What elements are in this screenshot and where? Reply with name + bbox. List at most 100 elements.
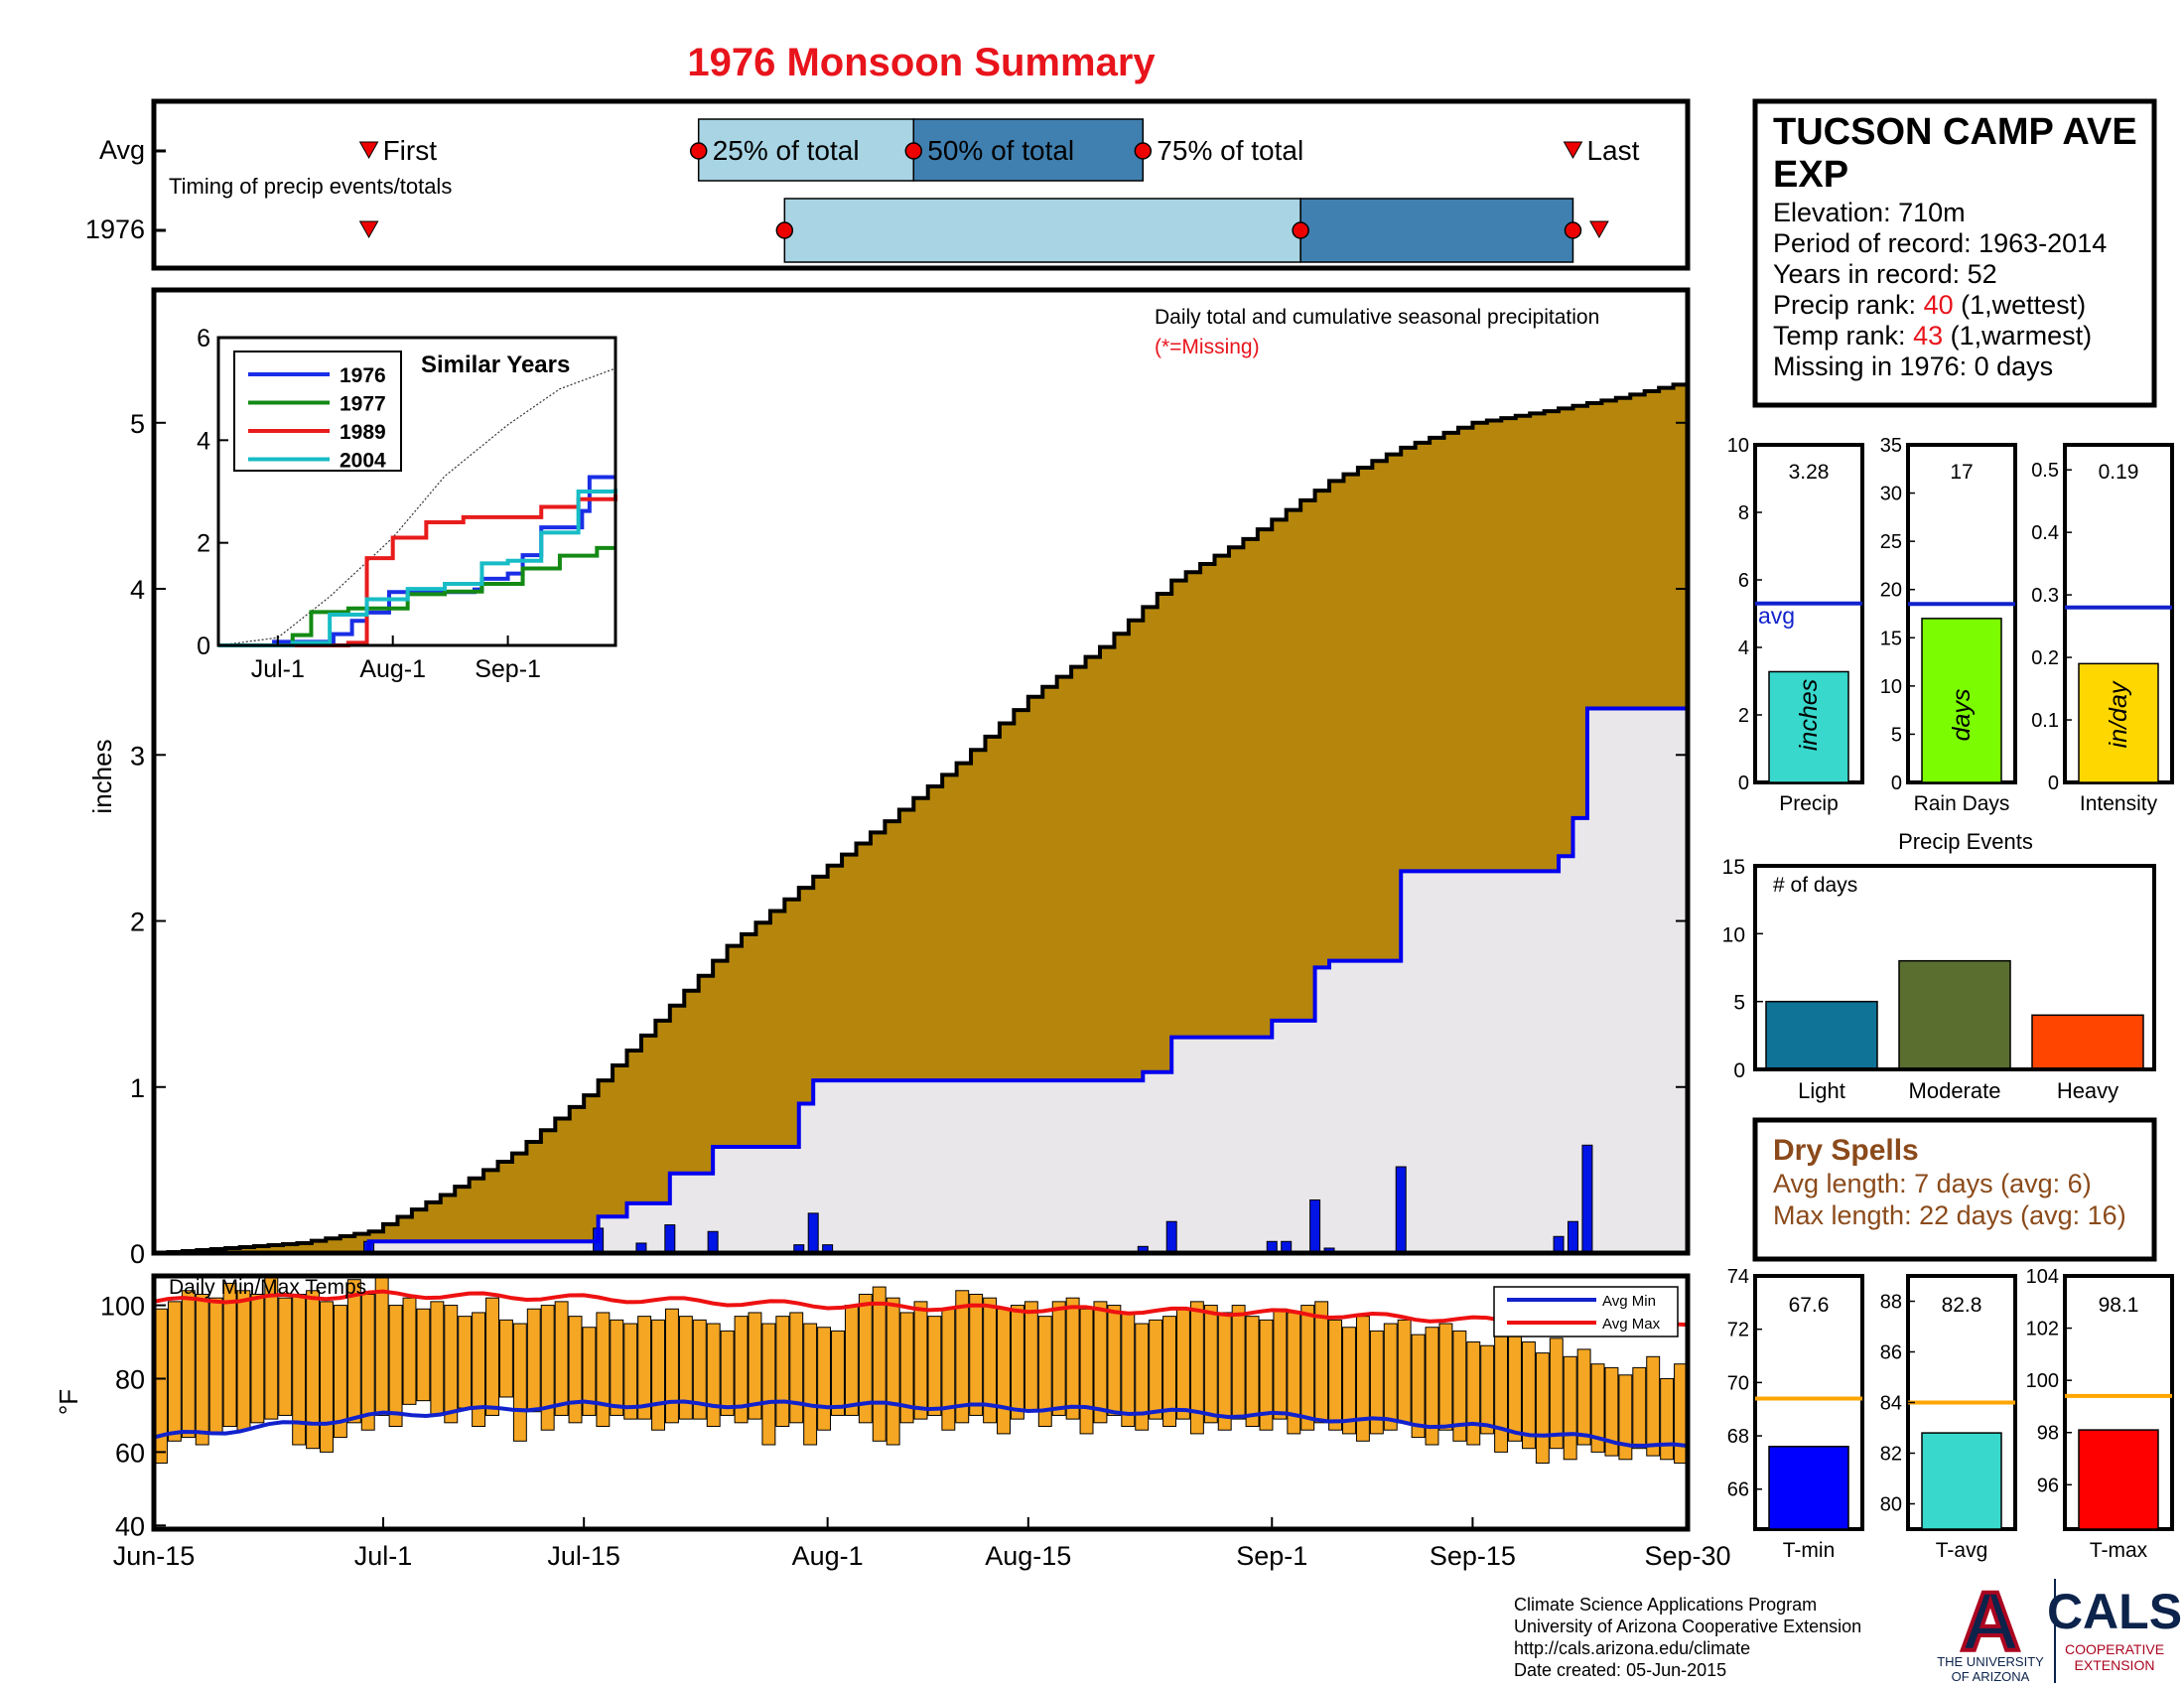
- daily-temp-bar: [899, 1312, 914, 1424]
- daily-temp-bar: [1065, 1297, 1080, 1420]
- daily-temp-bar: [582, 1327, 597, 1416]
- daily-temp-bar: [913, 1301, 928, 1420]
- cals-line2: EXTENSION: [2075, 1657, 2155, 1673]
- events-category-label: Light: [1798, 1078, 1845, 1103]
- precip-panel-ytick-label: 8: [1738, 502, 1749, 524]
- inset-legend-label-2004: 2004: [340, 450, 386, 473]
- precip-events-chart: Precip Events # of days Light Moderate Hea…: [1722, 829, 2156, 1103]
- daily-temp-bar: [333, 1305, 347, 1439]
- daily-temp-bar: [1024, 1301, 1038, 1413]
- precip-panel-label-1: Rain Days: [1914, 792, 2010, 815]
- temps-ytick-label: 40: [115, 1511, 145, 1541]
- temps-xtick-label: Sep-1: [1236, 1541, 1307, 1571]
- daily-temp-bar: [1508, 1327, 1522, 1442]
- daily-temp-bar: [720, 1330, 735, 1416]
- timing-box-50-75-year: [1299, 198, 1574, 263]
- daily-temp-bar: [1121, 1312, 1136, 1428]
- daily-precip-bar: [1165, 1220, 1177, 1254]
- daily-temp-bar: [485, 1297, 499, 1416]
- daily-temp-bar: [1618, 1374, 1633, 1461]
- precip-panel-ytick-label: 10: [1880, 676, 1902, 698]
- temps-ytick-label: 100: [100, 1292, 145, 1322]
- inset-legend-label-1976: 1976: [340, 364, 386, 387]
- station-name-line1: TUCSON CAMP AVE: [1773, 111, 2137, 153]
- daily-temp-bar: [278, 1297, 293, 1416]
- daily-temp-bar: [554, 1301, 569, 1416]
- daily-temp-bar: [320, 1301, 334, 1453]
- ua-logo-line1: THE UNIVERSITY: [1937, 1654, 2044, 1669]
- daily-temp-bar: [1452, 1330, 1467, 1442]
- inset-xtick-label: Aug-1: [359, 655, 426, 683]
- station-period: Period of record: 1963-2014: [1773, 228, 2107, 258]
- inset-title: Similar Years: [421, 352, 570, 378]
- daily-temp-bar: [734, 1316, 749, 1424]
- main-ytick-label: 0: [130, 1239, 145, 1269]
- avg-cumulative-line: [154, 380, 1690, 1255]
- daily-precip-bar: [1309, 1198, 1321, 1254]
- precip-panel-ytick-label: 35: [1880, 435, 1902, 457]
- precip-panel-bar-2: [2078, 662, 2159, 783]
- daily-temp-bar: [1162, 1316, 1176, 1428]
- daily-precip-bar: [1553, 1235, 1565, 1254]
- events-ytick-label: 5: [1733, 992, 1745, 1015]
- avg-max-temp-line: [153, 1289, 1689, 1331]
- temps-xtick-label: Jun-15: [113, 1541, 196, 1571]
- daily-temp-bar: [748, 1312, 762, 1420]
- events-bar-moderate: [1898, 959, 2011, 1070]
- dry-spells-max-length: Max length: 22 days (avg: 16): [1773, 1200, 2126, 1230]
- ua-block-a-icon: A: [1961, 1575, 2021, 1668]
- events-title: Precip Events: [1898, 829, 2033, 854]
- footer-line2: University of Arizona Cooperative Extens…: [1514, 1617, 1861, 1636]
- precip-panel-ytick-label: 0.4: [2031, 522, 2059, 544]
- daily-precip-bar: [707, 1230, 719, 1254]
- daily-temp-bar: [1397, 1319, 1412, 1424]
- events-bar-light: [1765, 1000, 1878, 1070]
- daily-temp-bar: [1176, 1308, 1190, 1420]
- temp-panel-ytick-label: 104: [2026, 1266, 2059, 1288]
- precip-panel-ytick-label: 0: [1891, 773, 1902, 794]
- daily-temp-bar: [388, 1305, 403, 1428]
- inset-series-line-2004: [218, 489, 617, 647]
- timing-triangle-last-avg: [1563, 141, 1583, 160]
- daily-temp-bar: [1480, 1344, 1495, 1435]
- daily-precip-bar: [807, 1212, 819, 1254]
- temp-panel-ytick-label: 84: [1880, 1393, 1902, 1415]
- precip-panel-label-0: Precip: [1779, 792, 1839, 815]
- temps-xtick-label: Jul-15: [547, 1541, 620, 1571]
- daily-temp-bar: [540, 1305, 555, 1431]
- temp-panel-label-0: T-min: [1783, 1539, 1836, 1562]
- inset-legend-label-1977: 1977: [340, 393, 386, 416]
- daily-temp-bar: [360, 1293, 375, 1431]
- station-info-box: TUCSON CAMP AVE EXP Elevation: 710m Peri…: [1752, 98, 2157, 408]
- main-ytick-label: 3: [130, 741, 145, 771]
- precip-panel-ytick-label: 0: [1738, 773, 1749, 794]
- daily-temp-bar: [195, 1293, 209, 1446]
- daily-temp-bar: [346, 1279, 361, 1424]
- temp-panel-ytick-label: 68: [1727, 1426, 1749, 1448]
- daily-temp-bar: [208, 1297, 223, 1435]
- daily-temp-bar: [1521, 1341, 1536, 1450]
- daily-temp-bar: [789, 1312, 804, 1424]
- events-ytick-label: 0: [1733, 1059, 1745, 1082]
- precip-panel-avg-label: avg: [1758, 603, 1795, 629]
- daily-temp-bar: [1079, 1308, 1094, 1435]
- daily-temp-bar: [858, 1293, 873, 1424]
- daily-temp-bar: [1411, 1334, 1426, 1439]
- timing-dot-q50-avg: [904, 142, 923, 160]
- precip-panel-ytick-label: 10: [1727, 435, 1749, 457]
- main-chart-subtitle: (*=Missing): [1155, 336, 1260, 358]
- temp-panel-ytick-label: 88: [1880, 1292, 1902, 1314]
- daily-temp-bar: [402, 1297, 417, 1405]
- daily-temp-bar: [1425, 1327, 1439, 1446]
- precip-panel-ytick-label: 30: [1880, 484, 1902, 505]
- precip-panel-unit-0: inches: [1795, 679, 1823, 751]
- daily-temp-bar: [1632, 1366, 1647, 1450]
- precip-panel-ytick-label: 15: [1880, 628, 1902, 649]
- daily-temp-bar: [430, 1301, 445, 1416]
- daily-temp-bar: [1383, 1323, 1398, 1431]
- daily-temp-bar: [969, 1293, 984, 1416]
- main-ytick-label: 4: [130, 575, 145, 605]
- legend-avg-min-label: Avg Min: [1602, 1293, 1656, 1310]
- temps-ytick-label: 60: [115, 1438, 145, 1468]
